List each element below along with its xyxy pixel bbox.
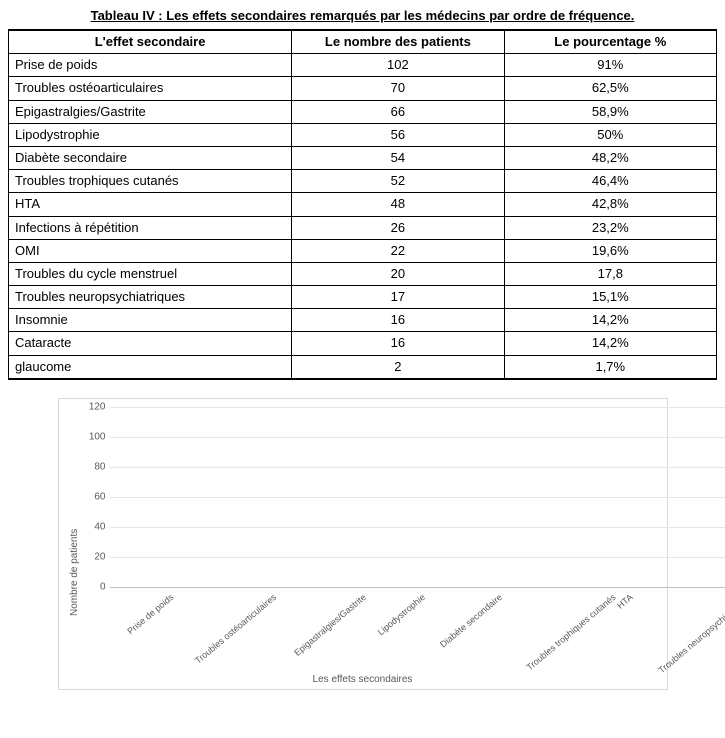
cell-percent: 14,2% bbox=[504, 332, 716, 355]
table-row: Troubles du cycle menstruel2017,8 bbox=[9, 262, 717, 285]
x-tick-label: Diabète secondaire bbox=[439, 592, 505, 650]
cell-effect: Infections à répétition bbox=[9, 216, 292, 239]
cell-effect: OMI bbox=[9, 239, 292, 262]
x-tick-label: Troubles trophiques cutanés bbox=[524, 592, 617, 672]
cell-percent: 19,6% bbox=[504, 239, 716, 262]
cell-effect: Lipodystrophie bbox=[9, 123, 292, 146]
gridline bbox=[110, 527, 725, 528]
cell-count: 70 bbox=[292, 77, 504, 100]
gridline bbox=[110, 467, 725, 468]
cell-effect: Insomnie bbox=[9, 309, 292, 332]
table-row: glaucome21,7% bbox=[9, 355, 717, 379]
cell-percent: 50% bbox=[504, 123, 716, 146]
cell-effect: Prise de poids bbox=[9, 54, 292, 77]
cell-percent: 58,9% bbox=[504, 100, 716, 123]
table-row: Infections à répétition2623,2% bbox=[9, 216, 717, 239]
gridline bbox=[110, 557, 725, 558]
x-tick-label: Troubles ostéoarticulaires bbox=[193, 592, 278, 666]
cell-count: 16 bbox=[292, 332, 504, 355]
cell-count: 22 bbox=[292, 239, 504, 262]
cell-percent: 48,2% bbox=[504, 146, 716, 169]
cell-count: 20 bbox=[292, 262, 504, 285]
cell-percent: 17,8 bbox=[504, 262, 716, 285]
cell-count: 2 bbox=[292, 355, 504, 379]
y-axis-title: Nombre de patients bbox=[65, 407, 80, 678]
table-row: Cataracte1614,2% bbox=[9, 332, 717, 355]
cell-percent: 14,2% bbox=[504, 309, 716, 332]
table-row: Troubles trophiques cutanés5246,4% bbox=[9, 170, 717, 193]
col-header-percent: Le pourcentage % bbox=[504, 30, 716, 54]
y-tick-label: 80 bbox=[80, 461, 106, 472]
gridline bbox=[110, 407, 725, 408]
col-header-count: Le nombre des patients bbox=[292, 30, 504, 54]
x-label-slot: Epigastralgies/Gastrite bbox=[271, 592, 362, 678]
gridline bbox=[110, 497, 725, 498]
cell-effect: glaucome bbox=[9, 355, 292, 379]
cell-count: 52 bbox=[292, 170, 504, 193]
x-label-slot: Diabète secondaire bbox=[420, 592, 498, 678]
y-tick-label: 60 bbox=[80, 491, 106, 502]
x-label-slot: HTA bbox=[611, 592, 628, 678]
x-label-slot: Prise de poids bbox=[112, 592, 169, 678]
x-tick-label: Prise de poids bbox=[125, 592, 175, 636]
col-header-effect: L'effet secondaire bbox=[9, 30, 292, 54]
table-row: Prise de poids10291% bbox=[9, 54, 717, 77]
cell-percent: 1,7% bbox=[504, 355, 716, 379]
bar-chart: Nombre de patients 0 20 40 60 80 100 120 Prise… bbox=[58, 398, 668, 690]
cell-percent: 46,4% bbox=[504, 170, 716, 193]
y-tick-label: 20 bbox=[80, 551, 106, 562]
y-tick-label: 40 bbox=[80, 521, 106, 532]
table-title: Tableau IV : Les effets secondaires rema… bbox=[8, 8, 717, 23]
cell-count: 56 bbox=[292, 123, 504, 146]
cell-effect: Epigastralgies/Gastrite bbox=[9, 100, 292, 123]
cell-effect: Troubles trophiques cutanés bbox=[9, 170, 292, 193]
table-row: HTA4842,8% bbox=[9, 193, 717, 216]
table-row: OMI2219,6% bbox=[9, 239, 717, 262]
cell-effect: HTA bbox=[9, 193, 292, 216]
x-label-slot: Troubles ostéoarticulaires bbox=[169, 592, 272, 678]
table-row: Epigastralgies/Gastrite6658,9% bbox=[9, 100, 717, 123]
x-label-slot: Troubles neuropsychiatriques bbox=[629, 592, 725, 678]
cell-effect: Cataracte bbox=[9, 332, 292, 355]
x-label-slot: Troubles trophiques cutanés bbox=[498, 592, 611, 678]
x-tick-label: Troubles neuropsychiatriques bbox=[656, 592, 725, 675]
cell-count: 54 bbox=[292, 146, 504, 169]
cell-percent: 23,2% bbox=[504, 216, 716, 239]
table-row: Diabète secondaire5448,2% bbox=[9, 146, 717, 169]
cell-effect: Troubles du cycle menstruel bbox=[9, 262, 292, 285]
cell-count: 66 bbox=[292, 100, 504, 123]
y-tick-label: 100 bbox=[80, 431, 106, 442]
cell-percent: 62,5% bbox=[504, 77, 716, 100]
table-row: Insomnie1614,2% bbox=[9, 309, 717, 332]
gridline bbox=[110, 437, 725, 438]
cell-effect: Diabète secondaire bbox=[9, 146, 292, 169]
cell-effect: Troubles ostéoarticulaires bbox=[9, 77, 292, 100]
x-label-slot: Lipodystrophie bbox=[362, 592, 421, 678]
cell-count: 17 bbox=[292, 286, 504, 309]
effects-table: L'effet secondaire Le nombre des patient… bbox=[8, 29, 717, 380]
table-row: Lipodystrophie5650% bbox=[9, 123, 717, 146]
x-tick-label: Lipodystrophie bbox=[376, 592, 427, 637]
table-row: Troubles neuropsychiatriques1715,1% bbox=[9, 286, 717, 309]
table-row: Troubles ostéoarticulaires7062,5% bbox=[9, 77, 717, 100]
cell-count: 16 bbox=[292, 309, 504, 332]
cell-count: 26 bbox=[292, 216, 504, 239]
cell-percent: 15,1% bbox=[504, 286, 716, 309]
x-tick-label: Epigastralgies/Gastrite bbox=[292, 592, 368, 658]
cell-count: 102 bbox=[292, 54, 504, 77]
y-tick-label: 120 bbox=[80, 401, 106, 412]
cell-effect: Troubles neuropsychiatriques bbox=[9, 286, 292, 309]
y-tick-label: 0 bbox=[80, 581, 106, 592]
cell-percent: 91% bbox=[504, 54, 716, 77]
cell-count: 48 bbox=[292, 193, 504, 216]
cell-percent: 42,8% bbox=[504, 193, 716, 216]
